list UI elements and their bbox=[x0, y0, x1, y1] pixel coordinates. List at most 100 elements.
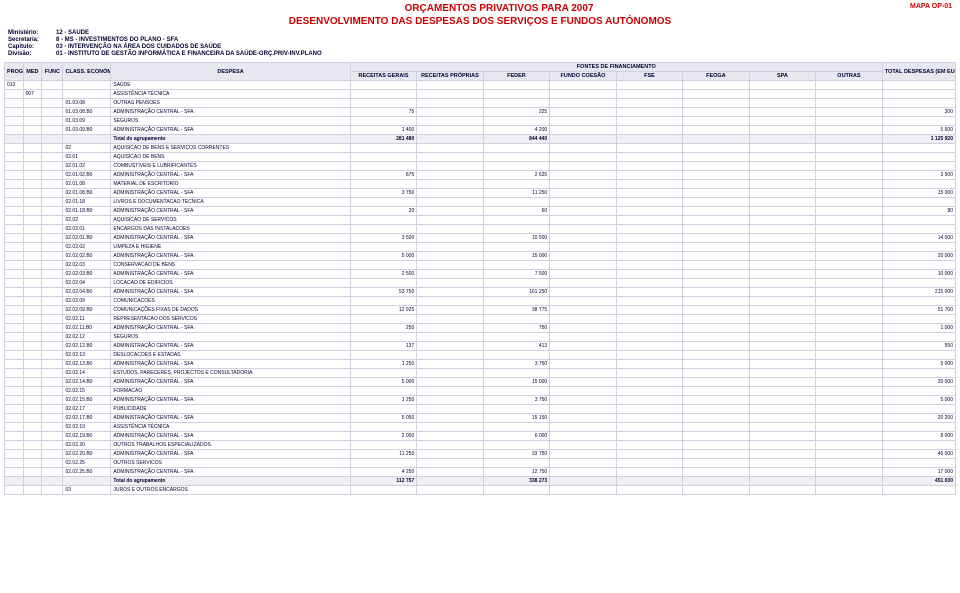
table-row: 02.02.19ASSISTÊNCIA TÉCNICA bbox=[5, 423, 956, 432]
cell-rg: 11 250 bbox=[350, 450, 416, 459]
cell-rg: 3 750 bbox=[350, 189, 416, 198]
cell-med bbox=[23, 486, 42, 495]
cell-spa bbox=[749, 261, 815, 270]
cell-out bbox=[816, 144, 883, 153]
cell-prog bbox=[5, 252, 24, 261]
cell-fc bbox=[550, 117, 616, 126]
cell-class: 02.02.12.B0 bbox=[63, 342, 111, 351]
cell-tot: 15 000 bbox=[882, 189, 955, 198]
cell-spa bbox=[749, 180, 815, 189]
cell-class: 02.02.19 bbox=[63, 423, 111, 432]
cell-feo bbox=[683, 477, 749, 486]
cell-func bbox=[42, 126, 63, 135]
cell-spa bbox=[749, 450, 815, 459]
cell-desp: COMUNICACOES bbox=[111, 297, 350, 306]
cell-spa bbox=[749, 117, 815, 126]
cell-fse bbox=[616, 369, 682, 378]
cell-fc bbox=[550, 171, 616, 180]
cell-tot bbox=[882, 297, 955, 306]
cell-desp: ADMINISTRAÇÃO CENTRAL - SFA bbox=[111, 189, 350, 198]
cell-fed: 60 bbox=[483, 207, 549, 216]
cell-tot: 300 bbox=[882, 108, 955, 117]
cell-feo bbox=[683, 90, 749, 99]
cell-spa bbox=[749, 288, 815, 297]
table-header: PROG MED FUNC CLASS. ECONÓMICA DESPESA F… bbox=[5, 63, 956, 81]
col-med: MED bbox=[23, 63, 42, 81]
cell-prog bbox=[5, 360, 24, 369]
cell-desp: Total do agrupamento bbox=[111, 477, 350, 486]
cell-fed bbox=[483, 369, 549, 378]
cell-desp: ADMINISTRAÇÃO CENTRAL - SFA bbox=[111, 324, 350, 333]
cell-out bbox=[816, 324, 883, 333]
cell-rp bbox=[417, 243, 483, 252]
cell-tot: 20 200 bbox=[882, 414, 955, 423]
cell-med bbox=[23, 81, 42, 90]
cell-func bbox=[42, 450, 63, 459]
cell-prog bbox=[5, 108, 24, 117]
cell-spa bbox=[749, 270, 815, 279]
cell-prog bbox=[5, 351, 24, 360]
cell-med: 007 bbox=[23, 90, 42, 99]
cell-class: 02.01 bbox=[63, 153, 111, 162]
cell-rp bbox=[417, 405, 483, 414]
cell-spa bbox=[749, 405, 815, 414]
cell-rp bbox=[417, 459, 483, 468]
cell-rg bbox=[350, 99, 416, 108]
cell-rg bbox=[350, 216, 416, 225]
table-row: 02.02.04LOCACAO DE EDIFICIOS bbox=[5, 279, 956, 288]
cell-fse bbox=[616, 459, 682, 468]
cell-prog bbox=[5, 486, 24, 495]
cell-class: 01.03.08.B0 bbox=[63, 108, 111, 117]
cell-out bbox=[816, 486, 883, 495]
cell-fse bbox=[616, 396, 682, 405]
cell-prog bbox=[5, 153, 24, 162]
cell-feo bbox=[683, 333, 749, 342]
cell-fc bbox=[550, 270, 616, 279]
cell-fed bbox=[483, 81, 549, 90]
cell-func bbox=[42, 189, 63, 198]
cell-rp bbox=[417, 180, 483, 189]
cell-fse bbox=[616, 216, 682, 225]
cell-fc bbox=[550, 423, 616, 432]
cell-fed bbox=[483, 90, 549, 99]
cell-fse bbox=[616, 189, 682, 198]
cell-tot bbox=[882, 225, 955, 234]
cell-desp: CONSERVACAO DE BENS bbox=[111, 261, 350, 270]
cell-desp: ADMINISTRAÇÃO CENTRAL - SFA bbox=[111, 252, 350, 261]
cell-prog bbox=[5, 189, 24, 198]
table-row: 02.02.19.B0ADMINISTRAÇÃO CENTRAL - SFA2 … bbox=[5, 432, 956, 441]
cell-spa bbox=[749, 144, 815, 153]
cell-fc bbox=[550, 387, 616, 396]
cell-feo bbox=[683, 369, 749, 378]
cell-fed bbox=[483, 351, 549, 360]
cell-fse bbox=[616, 414, 682, 423]
cell-spa bbox=[749, 198, 815, 207]
cell-func bbox=[42, 396, 63, 405]
cell-out bbox=[816, 315, 883, 324]
cell-fc bbox=[550, 468, 616, 477]
cell-fed bbox=[483, 459, 549, 468]
cell-desp: ADMINISTRAÇÃO CENTRAL - SFA bbox=[111, 414, 350, 423]
cell-med bbox=[23, 225, 42, 234]
cell-spa bbox=[749, 243, 815, 252]
cell-tot: 8 000 bbox=[882, 432, 955, 441]
cell-feo bbox=[683, 99, 749, 108]
cell-class: 02.02.02 bbox=[63, 243, 111, 252]
cell-med bbox=[23, 324, 42, 333]
cell-spa bbox=[749, 342, 815, 351]
cell-class: 02.02.13 bbox=[63, 351, 111, 360]
cell-func bbox=[42, 468, 63, 477]
cell-func bbox=[42, 441, 63, 450]
cell-spa bbox=[749, 324, 815, 333]
cell-desp: LOCACAO DE EDIFICIOS bbox=[111, 279, 350, 288]
cell-fc bbox=[550, 333, 616, 342]
cell-class: 02.02.04 bbox=[63, 279, 111, 288]
cell-desp: JUROS E OUTROS ENCARGOS bbox=[111, 486, 350, 495]
cell-class: 02.02.01.B0 bbox=[63, 234, 111, 243]
cell-med bbox=[23, 477, 42, 486]
cell-med bbox=[23, 162, 42, 171]
cell-med bbox=[23, 243, 42, 252]
col-despesa: DESPESA bbox=[111, 63, 350, 81]
cell-fed: 2 625 bbox=[483, 171, 549, 180]
cell-desp: PUBLICIDADE bbox=[111, 405, 350, 414]
